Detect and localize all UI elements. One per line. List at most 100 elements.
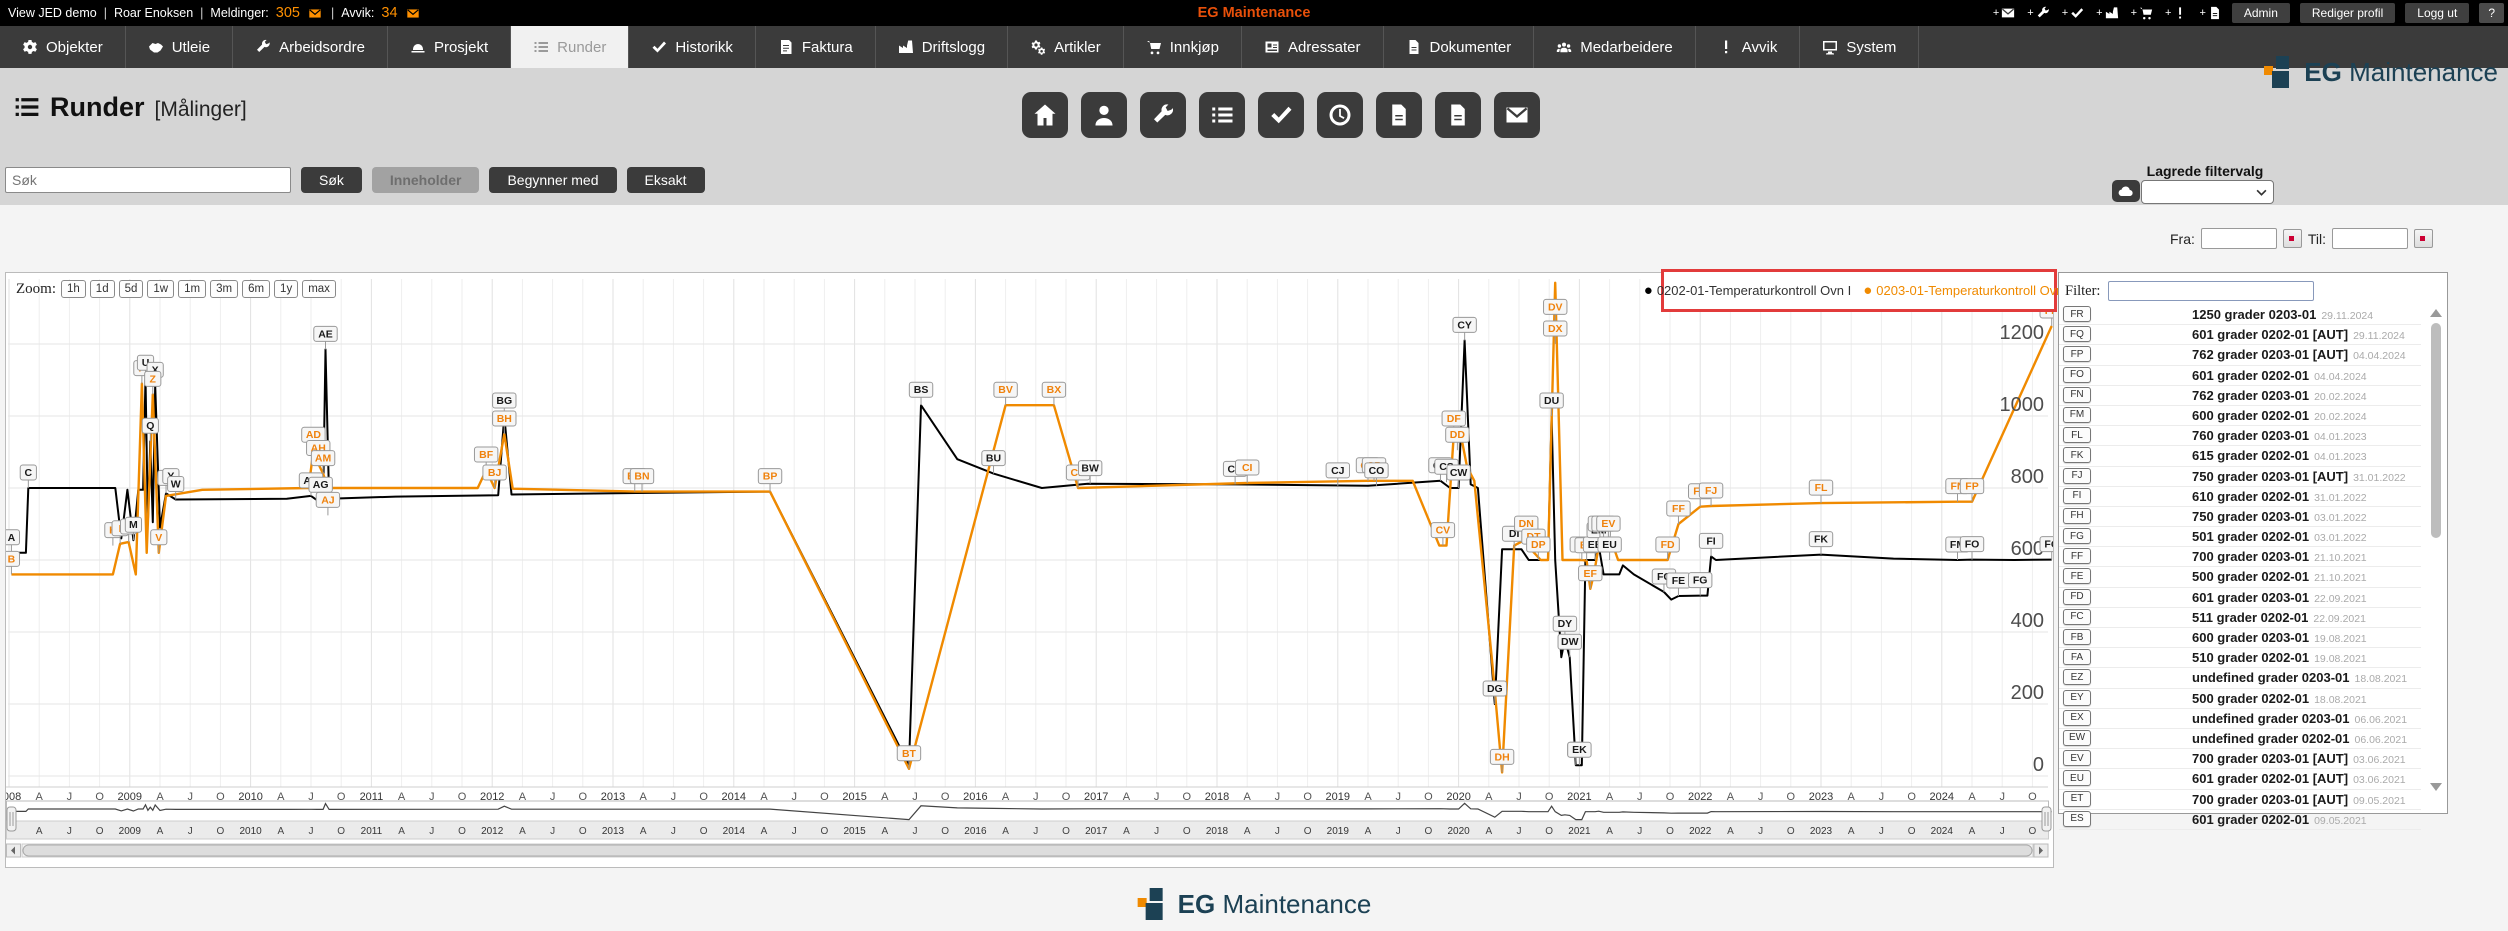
- flag-BT[interactable]: BT: [896, 745, 922, 769]
- flag-W[interactable]: W: [167, 476, 185, 500]
- edit-profile-button[interactable]: Rediger profil: [2299, 3, 2396, 23]
- panel-scrollbar[interactable]: [2430, 309, 2443, 805]
- zoom-6m-button[interactable]: 6m: [242, 280, 271, 298]
- measurement-row-ET[interactable]: ET 700 grader 0203-01 [AUT] 09.05.2021: [2059, 790, 2421, 810]
- measurement-row-FF[interactable]: FF 700 grader 0203-01 21.10.2021: [2059, 547, 2421, 568]
- zoom-1d-button[interactable]: 1d: [89, 280, 115, 298]
- quick-cart-button[interactable]: +: [2131, 6, 2153, 20]
- flag-BJ[interactable]: BJ: [482, 464, 507, 488]
- measurement-row-ES[interactable]: ES 601 grader 0202-01 09.05.2021: [2059, 810, 2421, 830]
- measurement-row-FI[interactable]: FI 610 grader 0202-01 31.01.2022: [2059, 487, 2421, 507]
- flag-CI[interactable]: CI: [1235, 459, 1260, 483]
- flag-FO[interactable]: FO: [1959, 536, 1985, 560]
- flag-BS[interactable]: BS: [908, 381, 934, 406]
- measurement-row-EY[interactable]: EY 500 grader 0202-01 18.08.2021: [2059, 689, 2421, 709]
- measurement-row-FA[interactable]: FA 510 grader 0202-01 19.08.2021: [2059, 648, 2421, 669]
- toolbar-mail-button[interactable]: [1494, 92, 1540, 138]
- flag-badge[interactable]: FO: [2063, 366, 2091, 383]
- flag-FJ[interactable]: FJ: [1698, 482, 1724, 506]
- flag-FF[interactable]: FF: [1666, 500, 1691, 524]
- deviations-count[interactable]: 34: [381, 5, 398, 21]
- flag-badge[interactable]: ES: [2063, 810, 2091, 827]
- chart-scrollbar[interactable]: [6, 843, 2049, 858]
- tab-runder[interactable]: Runder: [511, 26, 630, 68]
- toolbar-document-button-2[interactable]: [1435, 92, 1481, 138]
- legend-item-1[interactable]: ● 0203-01-Temperaturkontroll Ovn II: [1863, 282, 2075, 299]
- measurement-row-FL[interactable]: FL 760 grader 0203-01 04.01.2023: [2059, 426, 2421, 447]
- flag-FD[interactable]: FD: [1655, 536, 1680, 560]
- flag-badge[interactable]: ET: [2063, 790, 2091, 807]
- measurement-row-FE[interactable]: FE 500 grader 0202-01 21.10.2021: [2059, 567, 2421, 588]
- flag-badge[interactable]: FN: [2063, 386, 2091, 403]
- measurement-row-FJ[interactable]: FJ 750 grader 0203-01 [AUT] 31.01.2022: [2059, 467, 2421, 487]
- flag-badge[interactable]: FM: [2063, 406, 2091, 423]
- flag-badge[interactable]: FK: [2063, 447, 2091, 464]
- tab-avvik[interactable]: Avvik: [1696, 26, 1801, 68]
- quick-wrench-button[interactable]: +: [2027, 6, 2049, 20]
- navigator-handle-left[interactable]: [6, 806, 17, 832]
- measurement-row-EU[interactable]: EU 601 grader 0202-01 [AUT] 03.06.2021: [2059, 769, 2421, 790]
- chart-navigator[interactable]: A J O 2009 A J O 2010 A J O 2011 A J O 2012 A J O 2013 A J O 20…: [6, 800, 2052, 840]
- search-input[interactable]: [5, 167, 291, 193]
- flag-FP[interactable]: FP: [1959, 478, 1985, 502]
- flag-BW[interactable]: BW: [1077, 460, 1103, 484]
- tab-artikler[interactable]: Artikler: [1008, 26, 1124, 68]
- toolbar-clock-button[interactable]: [1317, 92, 1363, 138]
- flag-EK[interactable]: EK: [1567, 741, 1592, 766]
- zoom-1m-button[interactable]: 1m: [178, 280, 207, 298]
- flag-badge[interactable]: FB: [2063, 629, 2091, 645]
- flag-CW[interactable]: CW: [1446, 464, 1471, 488]
- flag-V[interactable]: V: [150, 529, 168, 553]
- zoom-3m-button[interactable]: 3m: [210, 280, 239, 298]
- flag-Z[interactable]: Z: [144, 370, 162, 395]
- flag-DF[interactable]: DF: [1441, 410, 1466, 434]
- flag-DH[interactable]: DH: [1489, 748, 1515, 773]
- cloud-save-button[interactable]: [2112, 180, 2140, 202]
- saved-filters-select[interactable]: [2141, 180, 2274, 204]
- measurement-row-FM[interactable]: FM 600 grader 0202-01 20.02.2024: [2059, 406, 2421, 427]
- scroll-up-arrow-icon[interactable]: [2430, 309, 2442, 317]
- flag-AD[interactable]: AD: [301, 426, 326, 451]
- flag-badge[interactable]: FQ: [2063, 326, 2091, 343]
- flag-BN[interactable]: BN: [629, 468, 655, 492]
- measurement-row-FQ[interactable]: FQ 601 grader 0202-01 [AUT] 29.11.2024: [2059, 325, 2421, 346]
- tab-innkjop[interactable]: Innkjøp: [1124, 26, 1242, 68]
- zoom-1y-button[interactable]: 1y: [274, 280, 299, 298]
- flag-EV[interactable]: EV: [1596, 515, 1621, 540]
- flag-FL[interactable]: FL: [1808, 479, 1834, 504]
- tab-arbeidsordre[interactable]: Arbeidsordre: [233, 26, 388, 68]
- flag-FI[interactable]: FI: [1698, 532, 1724, 557]
- flag-badge[interactable]: EZ: [2063, 669, 2091, 686]
- flag-badge[interactable]: FG: [2063, 528, 2091, 545]
- messages-mail-icon[interactable]: [307, 7, 324, 20]
- quick-exclaim-button[interactable]: +: [2165, 6, 2187, 20]
- flag-Q[interactable]: Q: [141, 417, 159, 442]
- flag-BU[interactable]: BU: [981, 450, 1006, 474]
- flag-DW[interactable]: DW: [1557, 633, 1582, 658]
- flag-badge[interactable]: EX: [2063, 709, 2091, 726]
- flag-CV[interactable]: CV: [1430, 522, 1456, 546]
- navigator-handle-right[interactable]: [2041, 806, 2052, 832]
- tab-medarbeidere[interactable]: Medarbeidere: [1534, 26, 1696, 68]
- measurement-row-FB[interactable]: FB 600 grader 0203-01 19.08.2021: [2059, 628, 2421, 649]
- flag-DX[interactable]: DX: [1543, 320, 1568, 344]
- logout-button[interactable]: Logg ut: [2405, 3, 2470, 23]
- flag-badge[interactable]: FE: [2063, 568, 2091, 585]
- flag-BP[interactable]: BP: [757, 468, 783, 492]
- search-mode-sok[interactable]: Søk: [301, 167, 362, 193]
- measurement-row-FN[interactable]: FN 762 grader 0203-01 20.02.2024: [2059, 386, 2421, 406]
- flag-FG[interactable]: FG: [1688, 572, 1713, 596]
- flag-B[interactable]: B: [6, 550, 21, 575]
- measurement-row-FR[interactable]: FR 1250 grader 0203-01 29.11.2024: [2059, 305, 2421, 326]
- flag-M[interactable]: M: [124, 516, 143, 541]
- from-date-input[interactable]: [2200, 228, 2277, 249]
- zoom-1h-button[interactable]: 1h: [61, 280, 86, 298]
- measurement-row-FG[interactable]: FG 501 grader 0202-01 03.01.2022: [2059, 527, 2421, 548]
- flag-badge[interactable]: FI: [2063, 487, 2091, 504]
- measurement-row-EZ[interactable]: EZ undefined grader 0203-01 18.08.2021: [2059, 668, 2421, 689]
- user-name[interactable]: Roar Enoksen: [113, 6, 194, 20]
- tab-historikk[interactable]: Historikk: [629, 26, 756, 68]
- measurement-row-FP[interactable]: FP 762 grader 0203-01 [AUT] 04.04.2024: [2059, 345, 2421, 366]
- flag-badge[interactable]: FH: [2063, 507, 2091, 524]
- flag-AM[interactable]: AM: [310, 450, 336, 474]
